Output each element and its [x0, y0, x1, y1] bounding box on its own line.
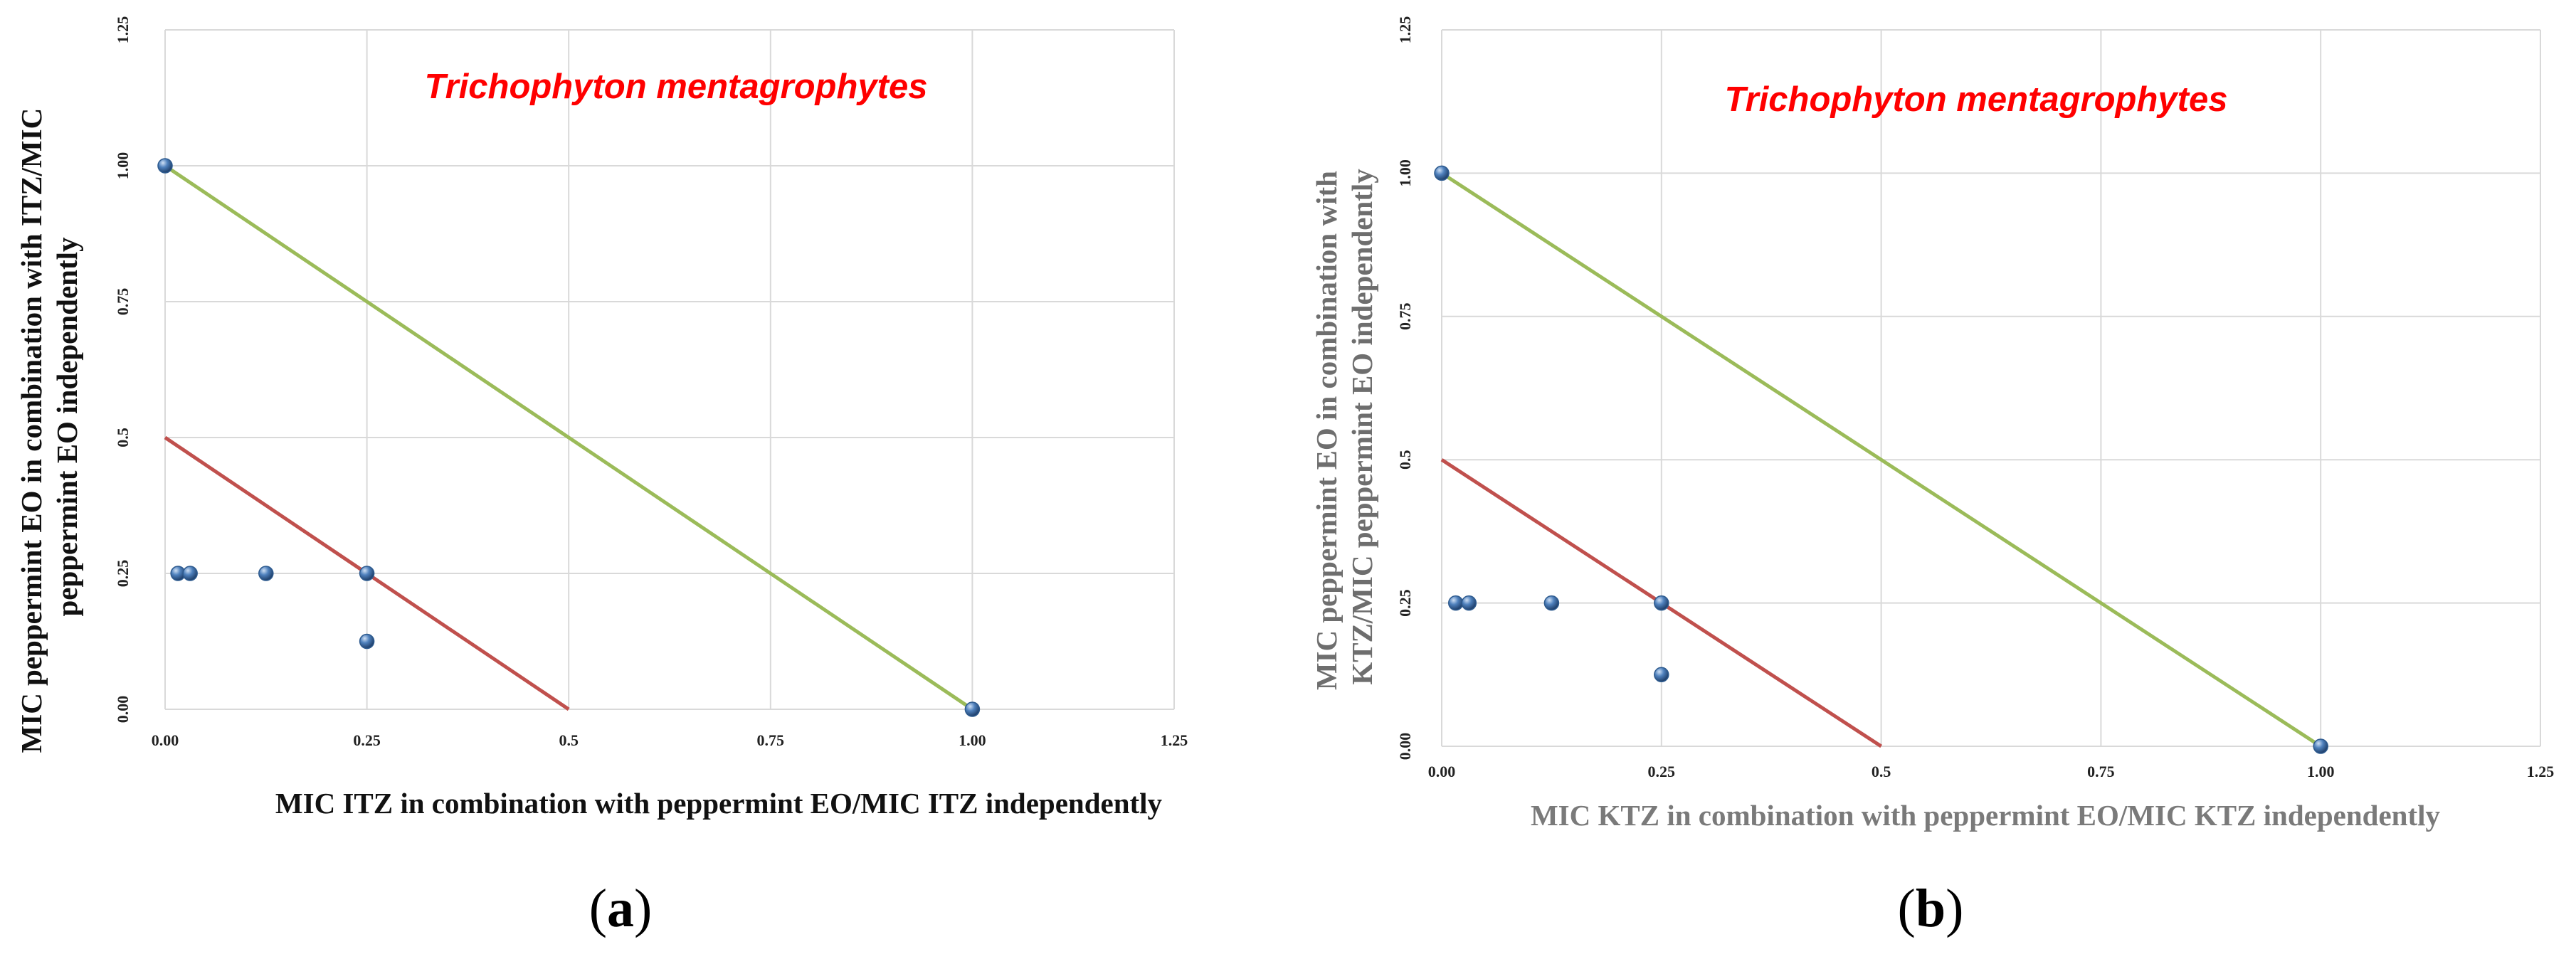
x-tick-label: 1.00: [2307, 763, 2335, 780]
y-axis-title-line-1: MIC peppermint EO in combination with: [1310, 171, 1343, 690]
x-axis-title: MIC ITZ in combination with peppermint E…: [275, 787, 1163, 820]
x-tick-label: 0.00: [152, 731, 179, 749]
panel-label-a-letter: a: [607, 879, 634, 938]
data-point: [258, 566, 274, 581]
data-point: [1543, 595, 1560, 611]
y-tick-label: 0.75: [114, 288, 132, 316]
data-point: [1434, 165, 1450, 181]
y-tick-label: 0.25: [1396, 589, 1414, 617]
y-tick-label: 1.00: [1396, 159, 1414, 187]
y-tick-label: 1.25: [114, 16, 132, 44]
y-axis-title: MIC peppermint EO in combination with KT…: [1310, 164, 1378, 690]
additivity-line: [1440, 171, 2322, 748]
data-point: [1448, 595, 1464, 611]
data-point: [157, 158, 173, 174]
data-point: [359, 566, 375, 581]
y-axis-title-line-1: MIC peppermint EO in combination with IT…: [15, 108, 48, 753]
panel-label-a: (a): [589, 879, 653, 938]
data-point: [964, 701, 981, 717]
x-tick-label: 1.00: [959, 731, 986, 749]
y-tick-label: 1.00: [114, 152, 132, 180]
data-point: [359, 633, 375, 650]
x-tick-label: 0.75: [757, 731, 785, 749]
data-point: [1654, 667, 1669, 683]
y-tick-label: 1.25: [1396, 16, 1414, 44]
data-point: [1654, 595, 1669, 611]
y-tick-label: 0.5: [1396, 450, 1414, 470]
y-tick-label: 0.25: [114, 560, 132, 588]
x-tick-label: 0.25: [353, 731, 381, 749]
y-axis-title: MIC peppermint EO in combination with IT…: [15, 101, 83, 753]
y-tick-label: 0.00: [114, 696, 132, 724]
chart-title: Trichophyton mentagrophytes: [1725, 80, 2228, 119]
data-point: [182, 566, 198, 581]
data-point: [1461, 595, 1477, 611]
y-tick-label: 0.5: [114, 428, 132, 447]
chart-panel-a: 0.00 0.25 0.5 0.75 1.00 1.25 0.00 0.25 0.5 0.75 1.…: [15, 16, 1188, 938]
y-tick-label: 0.75: [1396, 303, 1414, 331]
chart-title: Trichophyton mentagrophytes: [425, 68, 928, 106]
x-tick-label: 1.25: [2527, 763, 2555, 780]
y-axis-title-line-2: peppermint EO independently: [51, 237, 83, 617]
y-tick-label: 0.00: [1396, 733, 1414, 761]
x-tick-label: 0.25: [1648, 763, 1676, 780]
x-axis-title: MIC KTZ in combination with peppermint E…: [1531, 799, 2441, 832]
panel-label-b: (b): [1898, 879, 1964, 938]
x-tick-label: 0.5: [1872, 763, 1891, 780]
panel-label-b-letter: b: [1916, 879, 1946, 938]
x-tick-label: 1.25: [1161, 731, 1188, 749]
x-tick-label: 0.5: [559, 731, 579, 749]
y-axis-title-line-2: KTZ/MIC peppermint EO independently: [1346, 169, 1378, 685]
chart-panel-b: 0.00 0.25 0.5 0.75 1.00 1.25 0.00 0.25 0.5 0.75 1.…: [1310, 16, 2554, 938]
x-tick-label: 0.00: [1428, 763, 1456, 780]
data-point: [2313, 738, 2328, 754]
additivity-line: [164, 164, 973, 711]
x-tick-label: 0.75: [2087, 763, 2115, 780]
